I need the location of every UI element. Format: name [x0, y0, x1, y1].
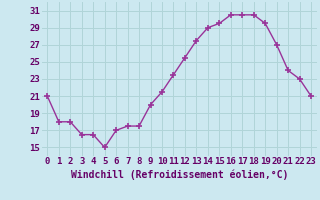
X-axis label: Windchill (Refroidissement éolien,°C): Windchill (Refroidissement éolien,°C) — [70, 169, 288, 180]
